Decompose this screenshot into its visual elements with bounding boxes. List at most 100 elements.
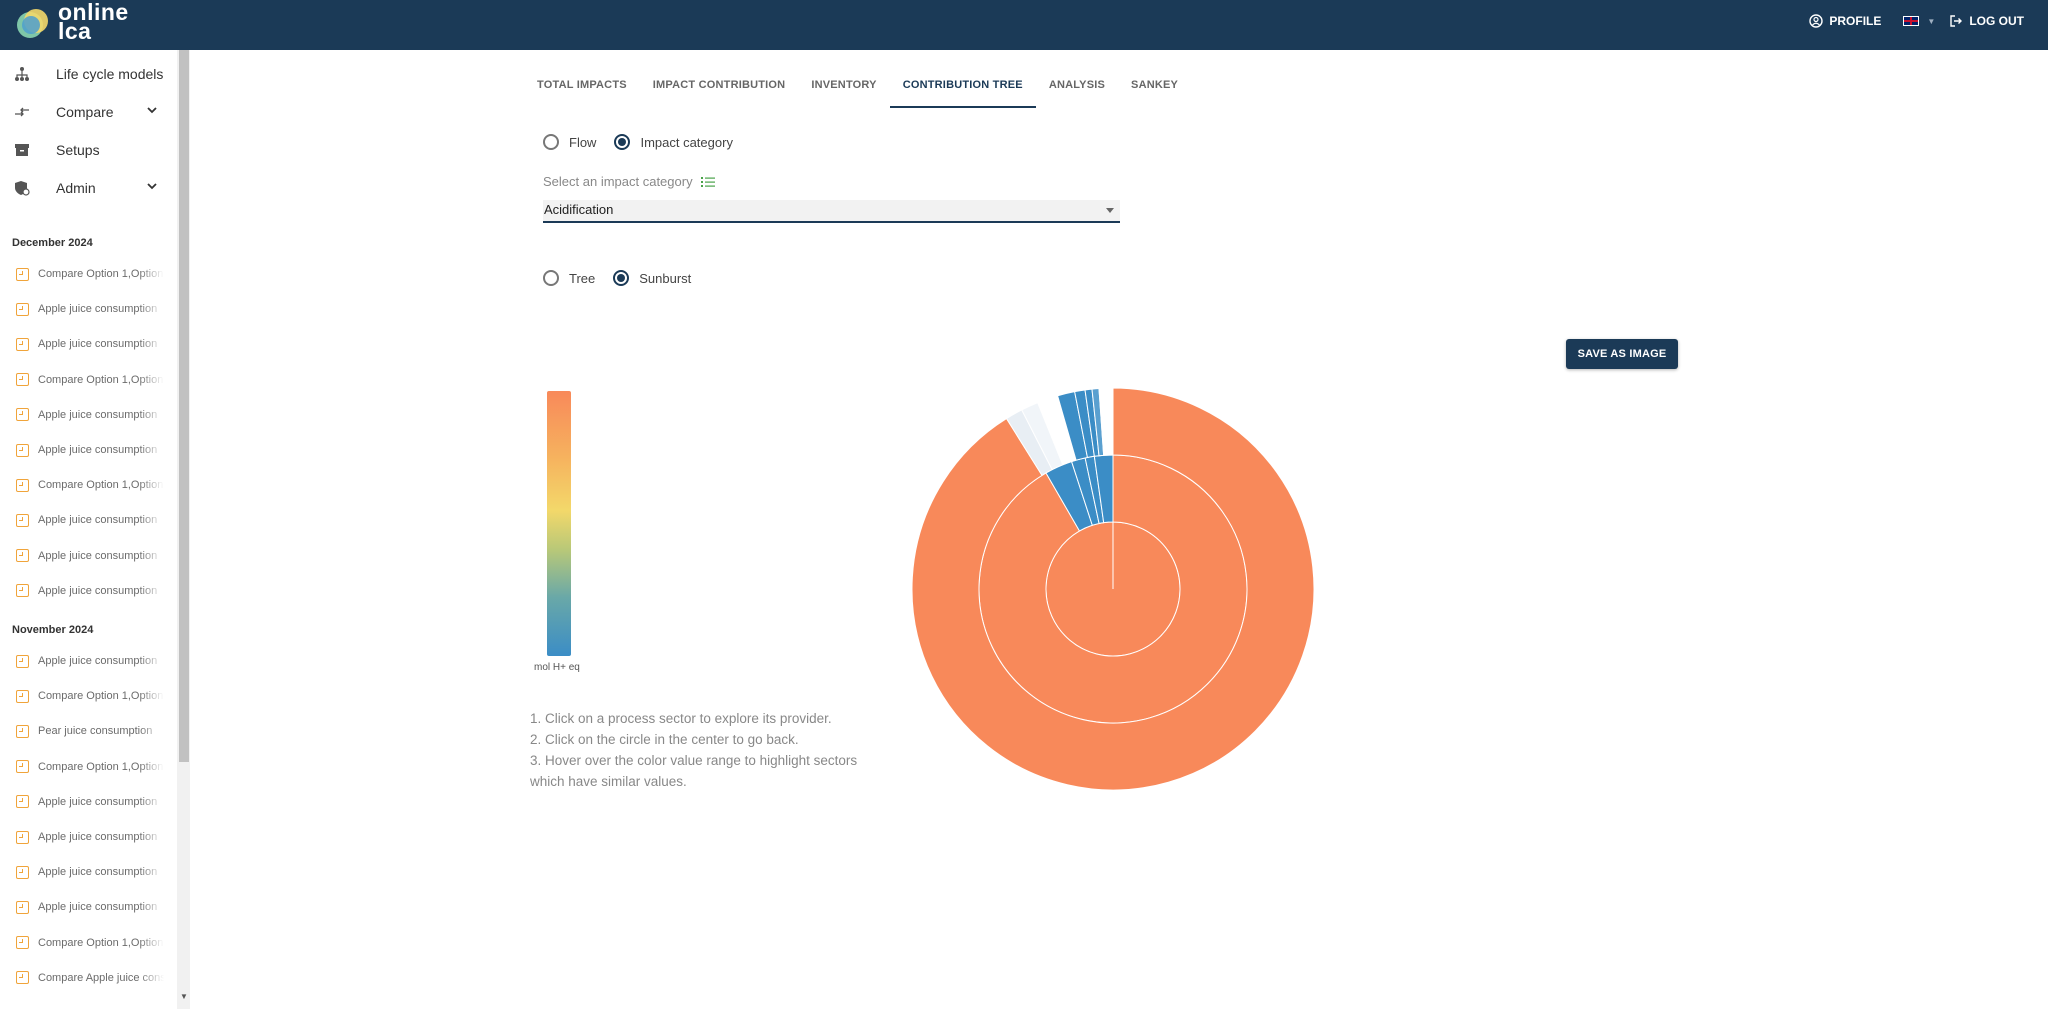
profile-button[interactable]: PROFILE [1809, 14, 1881, 28]
recent-item-label: Compare Option 1,Option 2 [38, 268, 164, 280]
table-icon [16, 654, 29, 668]
recent-item-label: Compare Option 1,Option 2 [38, 690, 164, 703]
recent-item[interactable]: Pear juice consumption [16, 721, 164, 741]
recent-item-label: Apple juice consumption [38, 795, 158, 808]
profile-label: PROFILE [1829, 14, 1882, 28]
radio-impact-category[interactable] [614, 134, 631, 150]
recent-item[interactable]: Apple juice consumption [16, 897, 164, 917]
recent-item-label: Compare Option 1,Option 2 [38, 936, 164, 949]
table-icon [16, 302, 29, 316]
sunburst-sector[interactable] [911, 387, 1315, 791]
color-scale-legend[interactable] [547, 391, 571, 656]
table-icon [16, 267, 29, 281]
table-icon [16, 724, 29, 738]
logout-icon [1950, 15, 1963, 27]
app-logo[interactable]: online lca [16, 0, 136, 47]
recent-item-label: Apple juice consumption [38, 338, 158, 351]
tab-impact-contribution[interactable]: IMPACT CONTRIBUTION [652, 79, 786, 91]
list-icon[interactable] [700, 176, 715, 188]
recent-item-label: Pear juice consumption [38, 725, 153, 738]
table-icon [16, 337, 29, 351]
radio-flow[interactable] [543, 134, 559, 150]
impact-select-label-text: Select an impact category [543, 174, 693, 189]
instructions: 1. Click on a process sector to explore … [530, 708, 890, 792]
radio-impact-category-label: Impact category [640, 134, 733, 150]
recent-item[interactable]: Apple juice consumption [16, 299, 164, 319]
recent-item[interactable]: Compare Option 1,Option 2 [16, 757, 164, 777]
tab-contribution-tree[interactable]: CONTRIBUTION TREE [889, 76, 1036, 108]
logo-line-1: online [58, 0, 129, 25]
recent-item-label: Apple juice consumption [38, 549, 158, 562]
recent-item-label: Apple juice consumption [38, 655, 158, 667]
nav-admin[interactable]: Admin [0, 170, 176, 206]
sunburst-sector[interactable] [1098, 387, 1114, 456]
hierarchy-icon [14, 66, 30, 82]
recent-item[interactable]: Apple juice consumption [16, 440, 164, 460]
scroll-down-icon[interactable]: ▼ [180, 992, 188, 1001]
recent-item-label: Compare Option 1,Option 2 [38, 479, 164, 492]
sunburst-center[interactable] [1045, 521, 1181, 657]
table-icon [16, 408, 29, 422]
instruction-line: 1. Click on a process sector to explore … [530, 711, 832, 726]
save-as-image-button[interactable]: SAVE AS IMAGE [1566, 339, 1678, 369]
recent-item-label: Apple juice consumption [38, 408, 158, 421]
recent-item[interactable]: Compare Option 1,Option 2 [16, 475, 164, 495]
nav-label: Admin [56, 180, 96, 196]
table-icon [16, 549, 29, 563]
language-select[interactable]: ▼ [1903, 16, 1935, 26]
recent-item[interactable]: Compare Option 1,Option 2 [16, 686, 164, 706]
tab-inventory[interactable]: INVENTORY [811, 79, 877, 91]
archive-box-icon [14, 142, 30, 158]
nav-life-cycle-models[interactable]: Life cycle models [0, 56, 176, 92]
table-icon [16, 513, 29, 527]
recent-item[interactable]: Compare Apple juice consumption [16, 968, 164, 988]
legend-unit-label: mol H+ eq [534, 662, 580, 673]
instruction-line: 2. Click on the circle in the center to … [530, 732, 799, 747]
recent-item[interactable]: Apple juice consumption [16, 546, 164, 566]
recent-item[interactable]: Apple juice consumption [16, 862, 164, 882]
recent-item[interactable]: Apple juice consumption [16, 651, 164, 671]
admin-shield-icon [14, 180, 30, 196]
radio-sunburst[interactable] [613, 270, 630, 286]
sidebar-scrollbar-thumb[interactable] [179, 50, 189, 762]
chevron-down-icon[interactable] [146, 104, 158, 116]
recent-item[interactable]: Apple juice consumption [16, 510, 164, 530]
table-icon [16, 900, 29, 914]
recent-item[interactable]: Apple juice consumption [16, 334, 164, 354]
recent-item[interactable]: Apple juice consumption [16, 792, 164, 812]
nav-setups[interactable]: Setups [0, 132, 176, 168]
recent-item-label: Apple juice consumption [38, 831, 158, 843]
chevron-down-icon[interactable] [146, 180, 158, 192]
mode-radio-group: Flow Impact category [543, 134, 751, 150]
recent-item[interactable]: Compare Option 1,Option 2 [16, 933, 164, 953]
nav-label: Life cycle models [56, 66, 164, 82]
recent-item[interactable]: Compare Option 1,Option 2 [16, 264, 164, 284]
table-icon [16, 830, 29, 844]
recent-item-label: Apple juice consumption [38, 514, 158, 527]
tab-sankey[interactable]: SANKEY [1131, 79, 1179, 91]
tab-total-impacts[interactable]: TOTAL IMPACTS [537, 79, 627, 91]
sunburst-chart[interactable] [908, 385, 1318, 795]
recent-item-label: Compare Option 1,Option 2 [38, 373, 164, 386]
radio-tree-label: Tree [569, 270, 596, 286]
compare-arrows-icon [14, 104, 30, 120]
recent-item[interactable]: Apple juice consumption [16, 405, 164, 425]
nav-compare[interactable]: Compare [0, 94, 176, 130]
recent-item[interactable]: Apple juice consumption [16, 581, 164, 601]
dropdown-arrow-icon [1106, 208, 1114, 213]
recent-item[interactable]: Apple juice consumption [16, 827, 164, 847]
recent-item[interactable]: Compare Option 1,Option 2 [16, 370, 164, 390]
recent-item-label: Compare Option 1,Option 2 [38, 760, 164, 773]
table-icon [16, 443, 29, 457]
logout-button[interactable]: LOG OUT [1949, 14, 2024, 28]
nav-label: Setups [56, 142, 100, 158]
profile-icon [1809, 14, 1824, 28]
radio-tree[interactable] [543, 270, 559, 286]
radio-sunburst-label: Sunburst [639, 270, 692, 286]
tab-analysis[interactable]: ANALYSIS [1048, 79, 1106, 91]
instruction-line: 3. Hover over the color value range to h… [530, 753, 858, 789]
logout-label: LOG OUT [1969, 14, 2024, 28]
table-icon [16, 865, 29, 879]
impact-category-select[interactable]: Acidification [543, 200, 1120, 223]
impact-select-label: Select an impact category [543, 174, 715, 189]
